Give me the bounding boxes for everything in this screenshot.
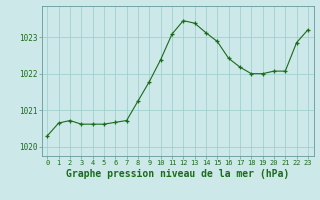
X-axis label: Graphe pression niveau de la mer (hPa): Graphe pression niveau de la mer (hPa)	[66, 169, 289, 179]
